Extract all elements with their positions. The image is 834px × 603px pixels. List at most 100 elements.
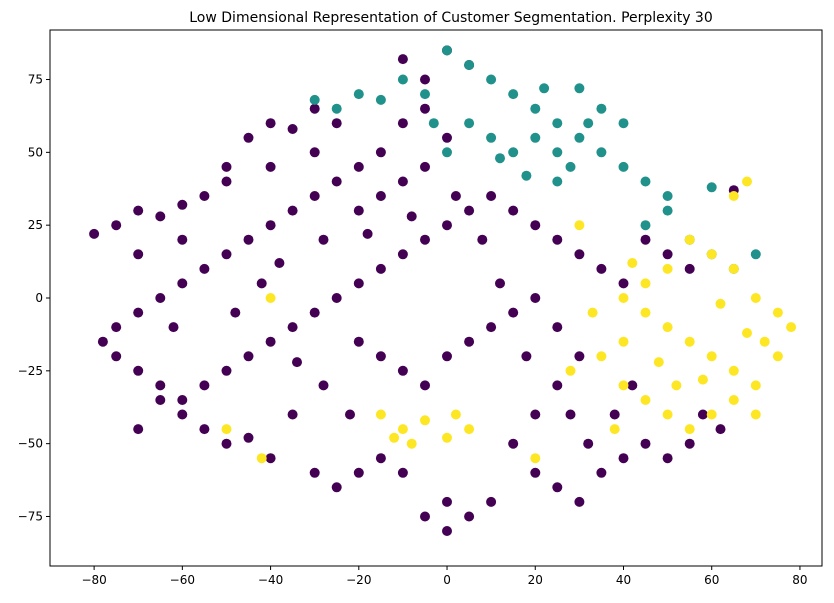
scatter-point xyxy=(759,336,770,347)
scatter-point xyxy=(495,278,505,289)
scatter-point xyxy=(618,118,629,129)
scatter-point xyxy=(450,409,461,420)
scatter-point xyxy=(684,424,695,435)
scatter-point xyxy=(199,424,210,435)
scatter-point xyxy=(609,424,620,435)
scatter-point xyxy=(750,293,761,303)
scatter-point xyxy=(331,176,342,187)
scatter-point xyxy=(728,365,739,376)
scatter-point xyxy=(397,118,408,129)
scatter-point xyxy=(406,438,417,449)
scatter-point xyxy=(221,249,232,260)
scatter-point xyxy=(442,147,452,158)
scatter-point xyxy=(618,380,629,391)
scatter-point xyxy=(627,258,638,268)
scatter-point xyxy=(521,170,532,181)
scatter-point xyxy=(111,351,122,362)
chart-title: Low Dimensional Representation of Custom… xyxy=(189,10,713,26)
scatter-point xyxy=(486,191,497,201)
scatter-point xyxy=(618,453,629,464)
scatter-point xyxy=(177,234,188,245)
scatter-point xyxy=(786,322,797,333)
scatter-point xyxy=(464,118,475,129)
scatter-point xyxy=(750,409,761,420)
scatter-point xyxy=(265,161,276,172)
scatter-point xyxy=(309,147,320,158)
scatter-point xyxy=(662,409,673,420)
scatter-point xyxy=(442,432,452,443)
scatter-point xyxy=(420,103,430,114)
scatter-point xyxy=(442,526,452,536)
scatter-point xyxy=(530,453,541,464)
scatter-point xyxy=(596,103,607,114)
scatter-point xyxy=(375,351,386,362)
points-layer xyxy=(89,45,797,536)
scatter-point xyxy=(353,278,364,289)
scatter-point xyxy=(265,220,276,231)
scatter-point xyxy=(486,322,497,333)
x-tick-label: 60 xyxy=(704,573,719,587)
scatter-point xyxy=(565,161,576,172)
scatter-point xyxy=(662,205,673,216)
y-tick-label: −75 xyxy=(18,509,43,523)
scatter-point xyxy=(155,293,166,303)
scatter-point xyxy=(221,161,232,172)
scatter-point xyxy=(199,380,210,391)
scatter-point xyxy=(508,89,519,100)
scatter-point xyxy=(486,74,497,85)
scatter-point xyxy=(653,357,664,368)
scatter-point xyxy=(309,307,320,318)
scatter-point xyxy=(420,415,430,426)
scatter-point xyxy=(331,118,342,129)
scatter-point xyxy=(552,118,563,129)
scatter-point xyxy=(530,132,541,143)
scatter-point xyxy=(464,205,475,216)
scatter-point xyxy=(464,60,475,70)
scatter-point xyxy=(97,336,108,347)
scatter-point xyxy=(420,511,430,522)
x-tick-label: −20 xyxy=(346,573,371,587)
scatter-point xyxy=(750,249,761,260)
scatter-point xyxy=(442,220,452,231)
scatter-point xyxy=(155,395,166,405)
scatter-point xyxy=(428,118,439,129)
y-tick-label: 50 xyxy=(28,145,43,159)
scatter-point xyxy=(256,453,267,464)
scatter-point xyxy=(243,132,254,143)
scatter-point xyxy=(583,438,594,449)
scatter-point xyxy=(375,409,386,420)
scatter-point xyxy=(574,132,585,143)
scatter-point xyxy=(375,94,386,105)
scatter-point xyxy=(486,132,497,143)
scatter-point xyxy=(552,147,563,158)
scatter-point xyxy=(397,365,408,376)
scatter-point xyxy=(256,278,267,289)
scatter-point xyxy=(287,205,298,216)
scatter-point xyxy=(508,438,519,449)
scatter-point xyxy=(397,176,408,187)
scatter-point xyxy=(397,249,408,260)
scatter-point xyxy=(715,298,726,309)
scatter-point xyxy=(420,74,430,85)
scatter-point xyxy=(640,220,651,231)
scatter-point xyxy=(375,191,386,201)
scatter-point xyxy=(728,191,739,201)
x-tick-label: 0 xyxy=(443,573,451,587)
scatter-point xyxy=(609,409,620,420)
scatter-point xyxy=(539,83,550,94)
scatter-point xyxy=(265,453,276,464)
scatter-point xyxy=(397,424,408,435)
scatter-point xyxy=(168,322,179,333)
scatter-point xyxy=(133,205,144,216)
scatter-point xyxy=(640,176,651,187)
scatter-point xyxy=(155,380,166,391)
scatter-point xyxy=(177,278,188,289)
scatter-point xyxy=(583,118,594,129)
scatter-point xyxy=(574,351,585,362)
scatter-point xyxy=(450,191,461,201)
scatter-point xyxy=(596,467,607,478)
scatter-point xyxy=(715,424,726,435)
scatter-point xyxy=(574,496,585,507)
scatter-point xyxy=(706,351,717,362)
